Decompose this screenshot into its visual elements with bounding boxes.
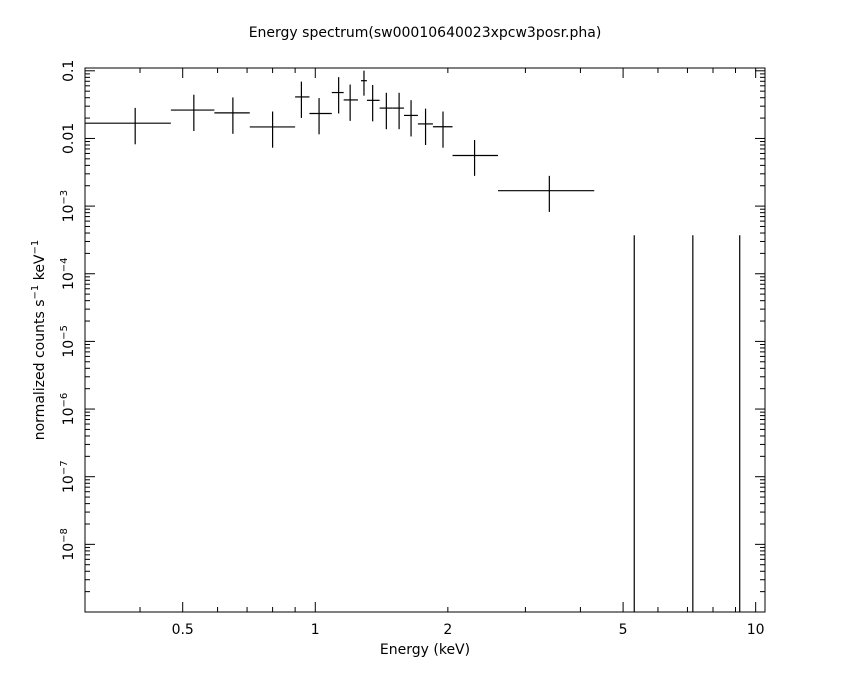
data-point [85, 107, 171, 145]
x-tick-label: 0.5 [172, 622, 194, 638]
plot-frame [84, 67, 766, 613]
data-point [403, 100, 418, 137]
y-tick-label: 0.1 [61, 60, 77, 82]
y-tick-label: 10−5 [59, 325, 77, 358]
x-axis-label: Energy (keV) [380, 642, 470, 658]
data-point [295, 81, 310, 118]
data-point [309, 98, 332, 135]
x-axis-ticks [84, 68, 757, 612]
chart-title: Energy spectrum(sw00010640023xpcw3posr.p… [249, 25, 602, 41]
y-tick-label: 10−6 [59, 393, 77, 426]
data-point [360, 70, 367, 96]
data-point [366, 85, 380, 122]
data-point [343, 84, 358, 121]
x-tick-label: 1 [311, 622, 320, 638]
data-point [452, 139, 499, 176]
y-tick-label: 0.01 [61, 123, 77, 154]
y-axis-tick-labels: 0.1 0.01 10−3 10−4 10−5 10−6 10−7 10−8 [59, 60, 77, 561]
y-tick-label: 10−3 [59, 190, 77, 223]
data-point [432, 111, 453, 148]
x-axis-tick-labels: 0.5 1 2 5 10 [172, 622, 765, 638]
x-tick-label: 2 [443, 622, 452, 638]
data-points [85, 70, 741, 612]
data-point [392, 92, 404, 130]
data-point [170, 94, 215, 131]
x-tick-label: 5 [619, 622, 628, 638]
data-point [379, 92, 393, 130]
y-axis-ticks [85, 70, 765, 613]
data-point [331, 77, 344, 114]
data-point [249, 111, 296, 148]
y-tick-label: 10−4 [59, 257, 77, 290]
data-point [214, 97, 250, 134]
y-axis-label: normalized counts s−1 keV−1 [30, 240, 48, 441]
data-point [498, 175, 595, 212]
y-tick-label: 10−7 [59, 460, 77, 493]
data-point [417, 108, 433, 146]
y-tick-label: 10−8 [59, 528, 77, 561]
x-tick-label: 10 [747, 622, 765, 638]
